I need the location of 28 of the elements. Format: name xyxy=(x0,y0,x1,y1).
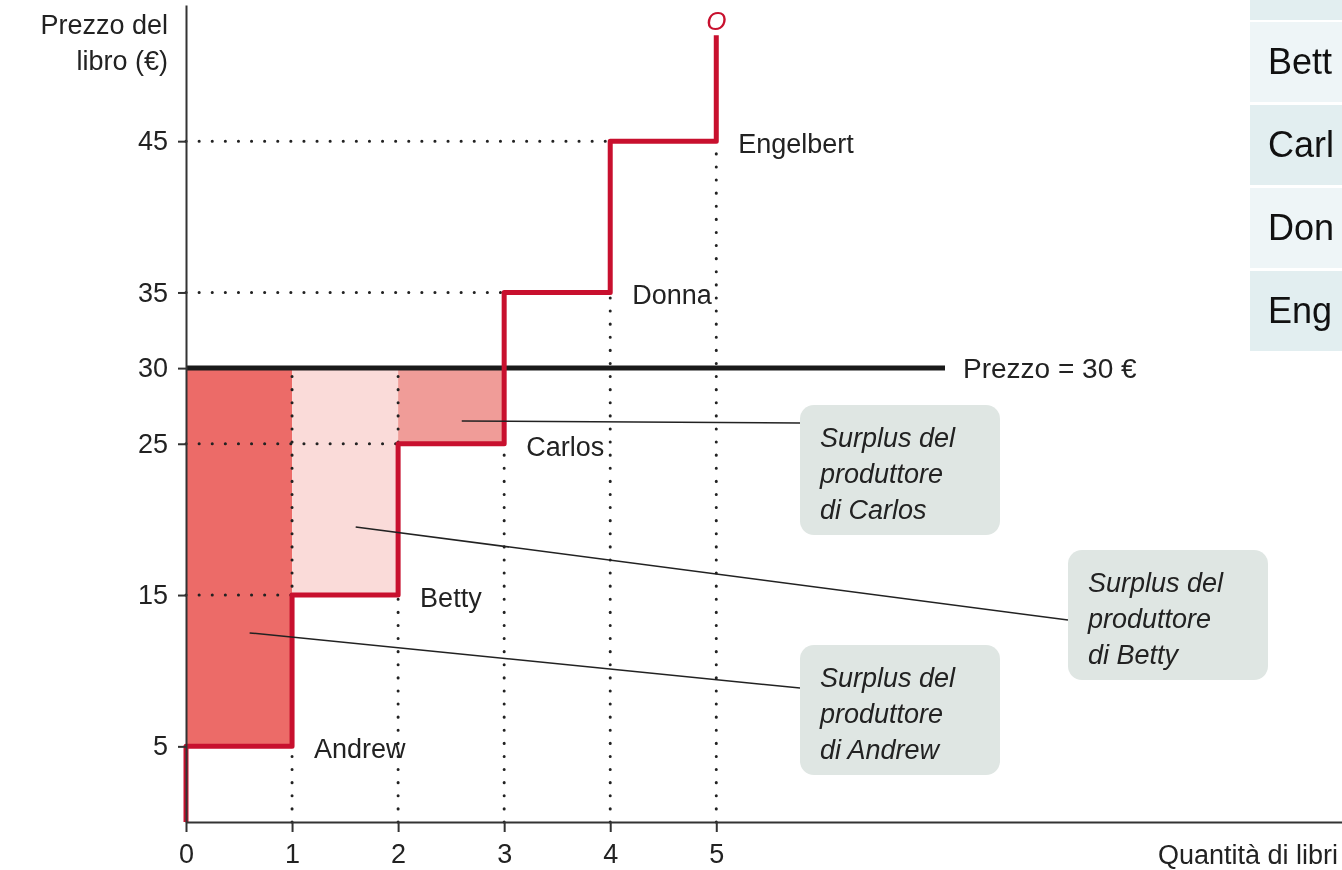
annotation: Andrew xyxy=(314,734,407,765)
annotation: Surplus del produttore di Betty xyxy=(1087,568,1225,670)
x-tick-label: 4 xyxy=(603,839,619,870)
x-axis-title: Quantità di libri xyxy=(1157,840,1338,870)
annotation: Carl xyxy=(1268,124,1335,165)
annotation: Donna xyxy=(632,280,713,311)
x-tick-label: 1 xyxy=(285,839,301,870)
ref-line-label: Prezzo = 30 € xyxy=(963,353,1137,385)
x-tick-label: 3 xyxy=(497,839,513,870)
annotation: Carlos xyxy=(526,431,605,462)
y-tick-label: 15 xyxy=(137,580,168,611)
y-tick-label: 30 xyxy=(137,353,168,384)
y-tick-label: 45 xyxy=(137,126,168,157)
annotation: Bett xyxy=(1268,41,1333,82)
annotation: Surplus del produttore di Carlos xyxy=(819,423,957,525)
y-tick-label: 25 xyxy=(137,428,168,459)
annotation: Eng xyxy=(1268,290,1333,331)
annotation: Betty xyxy=(420,583,483,614)
y-tick-label: 35 xyxy=(137,277,168,308)
annotation: Surplus del produttore di Andrew xyxy=(819,663,957,765)
x-tick-label: 5 xyxy=(709,839,725,870)
x-tick-label: 2 xyxy=(391,839,407,870)
x-tick-label: 0 xyxy=(178,839,195,870)
annotation: Engelbert xyxy=(738,129,855,160)
y-axis-title: Prezzo del libro (€) xyxy=(40,10,168,76)
annotation: Don xyxy=(1268,207,1335,248)
y-tick-label: 5 xyxy=(152,731,168,762)
series-label: O xyxy=(706,6,727,37)
